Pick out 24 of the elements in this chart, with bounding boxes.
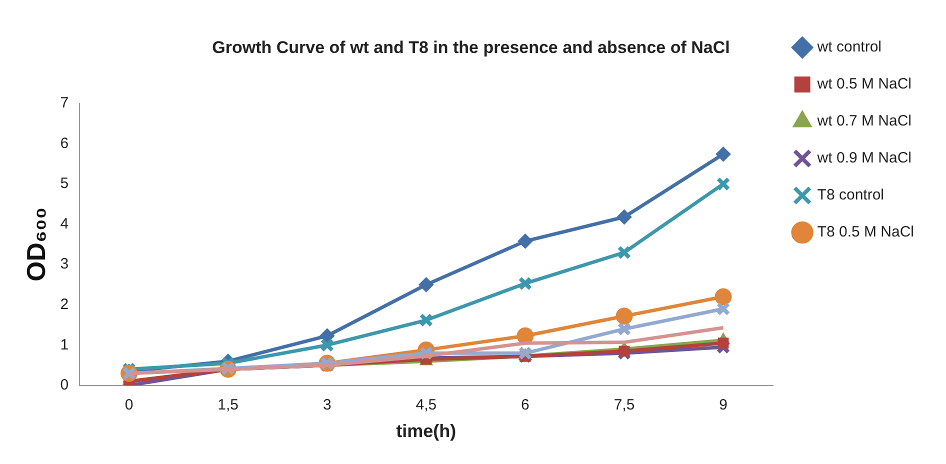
x-axis-title: time(h) [396,421,456,442]
legend-label: T8 control [817,186,884,204]
chart-title: Growth Curve of wt and T8 in the presence and absence of NaCl [212,38,730,57]
y-tick-label: 0 [60,376,69,394]
x-tick-label: 9 [719,396,728,414]
x-tick-label: 0 [124,396,134,414]
x-tick-label: 1,5 [218,396,239,414]
y-tick-label: 2 [60,296,69,313]
legend-label: wt 0.9 M NaCl [816,150,912,167]
legend-label: wt 0.7 M NaCl [816,112,912,130]
legend-label: T8 0.5 M NaCl [817,224,914,241]
x-tick-label: 4,5 [416,396,437,414]
y-tick-label: 6 [60,134,69,152]
legend-label: wt 0.5 M NaCl [816,76,912,93]
y-tick-label: 1 [60,336,69,354]
x-tick-label: 3 [322,396,332,414]
y-tick-label: 4 [60,215,69,232]
y-tick-label: 7 [60,94,69,112]
x-tick-label: 6 [521,396,530,414]
y-tick-label: 3 [60,256,69,273]
y-tick-label: 5 [60,175,69,192]
x-tick-label: 7,5 [614,396,635,414]
y-axis-title: OD₆₀₀ [20,207,51,282]
legend-label: wt control [816,38,882,56]
